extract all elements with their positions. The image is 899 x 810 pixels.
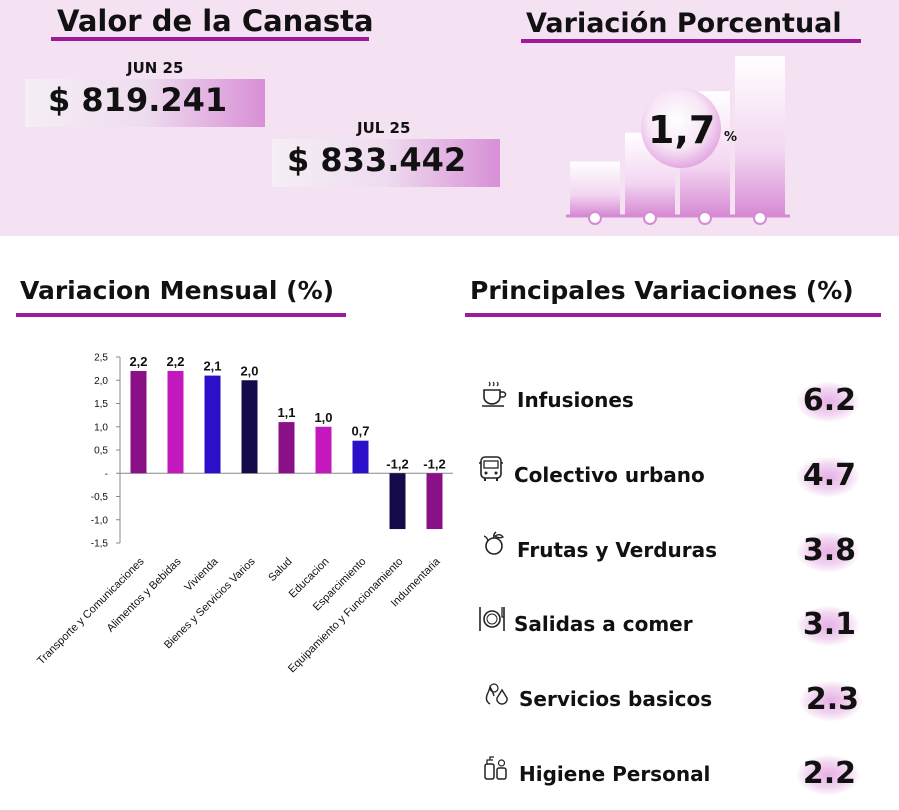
principales-item-value-bg <box>797 382 859 422</box>
previous-month-label: JUN 25 <box>127 59 184 77</box>
data-label: 0,7 <box>351 424 369 439</box>
toiletries-icon <box>482 754 510 782</box>
current-month-label: JUL 25 <box>357 119 411 137</box>
data-label: 1,0 <box>314 410 332 425</box>
growth-bar-dot <box>698 211 712 225</box>
principales-item-value: 2.3 <box>805 682 859 717</box>
principales-item-value: 3.1 <box>802 607 856 642</box>
y-tick-label: 1,0 <box>94 422 108 433</box>
variacion-porcentual-underline <box>521 39 861 43</box>
bar <box>278 422 295 474</box>
principales-item-value: 2.2 <box>802 756 856 791</box>
bus-icon <box>477 455 505 483</box>
y-tick-label: -1,0 <box>91 515 109 526</box>
previous-value-box <box>25 79 265 127</box>
category-label: Salud <box>266 556 294 584</box>
growth-bar <box>570 161 620 216</box>
variacion-mensual-title: Variacion Mensual (%) <box>20 276 335 305</box>
plate-cutlery-icon <box>478 605 506 633</box>
variacion-mensual-chart: 2,52,01,51,00,5--0,5-1,0-1,52,2Transport… <box>35 353 453 675</box>
growth-bar-dot <box>753 211 767 225</box>
bar <box>315 426 332 474</box>
principales-item-value: 4.7 <box>802 458 856 493</box>
data-label: -1,2 <box>423 456 445 471</box>
variacion-mensual-underline <box>16 313 346 317</box>
principales-item-label: Frutas y Verduras <box>517 538 718 562</box>
bar <box>204 375 221 474</box>
variacion-porcentual-unit: % <box>724 130 738 145</box>
data-label: 2,1 <box>203 359 221 374</box>
principales-item-label: Infusiones <box>517 388 634 412</box>
variation-circle <box>641 88 721 168</box>
previous-value: $ 819.241 <box>48 81 228 119</box>
principales-item-value-bg <box>800 681 862 721</box>
y-tick-label: -0,5 <box>91 492 109 503</box>
growth-bar <box>735 56 785 216</box>
variacion-porcentual-title: Variación Porcentual <box>526 8 842 39</box>
principales-item-value: 6.2 <box>802 383 856 418</box>
principales-item-value: 3.8 <box>802 533 856 568</box>
canasta-title: Valor de la Canasta <box>57 4 374 38</box>
data-label: 2,2 <box>129 354 147 369</box>
current-value: $ 833.442 <box>287 141 467 179</box>
category-label: Alimentos y Bebidas <box>105 555 184 634</box>
principales-item-value-bg <box>797 457 859 497</box>
principales-item-label: Salidas a comer <box>514 612 693 636</box>
bar <box>167 370 184 474</box>
bar <box>130 370 147 474</box>
data-label: 2,2 <box>166 354 184 369</box>
bar <box>352 440 369 474</box>
y-tick-label: -1,5 <box>91 539 109 550</box>
bar <box>241 380 258 474</box>
principales-item-label: Higiene Personal <box>519 762 711 786</box>
y-tick-label: - <box>105 469 108 480</box>
growth-bars-graphic <box>566 56 790 225</box>
principales-item-value-bg <box>797 606 859 646</box>
y-tick-label: 1,5 <box>94 399 108 410</box>
data-label: 1,1 <box>277 405 295 420</box>
data-label: -1,2 <box>386 456 408 471</box>
bar <box>426 473 443 530</box>
principales-underline <box>465 313 881 317</box>
utilities-icon <box>482 680 510 708</box>
principales-item-value-bg <box>797 755 859 795</box>
y-tick-label: 2,5 <box>94 353 108 364</box>
principales-item-value-bg <box>797 532 859 572</box>
y-tick-label: 2,0 <box>94 376 108 387</box>
growth-bar-dot <box>588 211 602 225</box>
growth-bar-dot <box>643 211 657 225</box>
y-tick-label: 0,5 <box>94 446 108 457</box>
fruit-icon <box>480 530 508 558</box>
principales-item-label: Servicios basicos <box>519 687 713 711</box>
coffee-cup-icon <box>480 380 508 408</box>
bar <box>389 473 406 530</box>
principales-title: Principales Variaciones (%) <box>470 276 854 305</box>
canasta-title-underline <box>51 37 369 41</box>
data-label: 2,0 <box>240 363 258 378</box>
variacion-porcentual-value: 1,7 <box>648 108 716 152</box>
principales-item-label: Colectivo urbano <box>514 463 705 487</box>
current-value-box <box>272 139 500 187</box>
